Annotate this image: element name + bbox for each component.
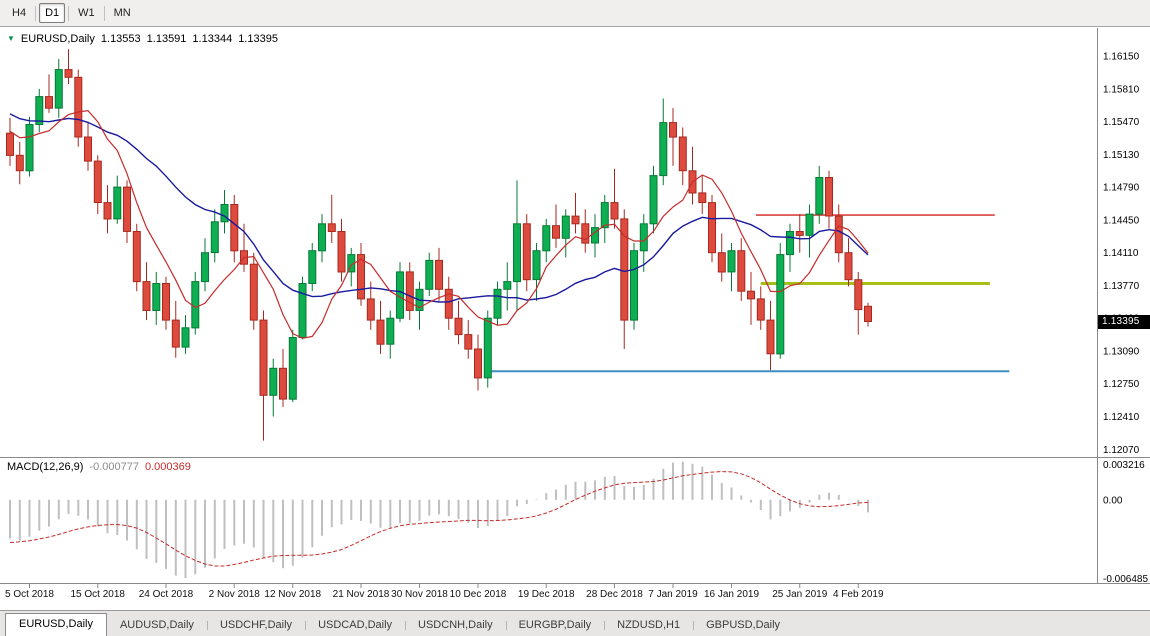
svg-text:5 Oct 2018: 5 Oct 2018 bbox=[5, 589, 54, 600]
svg-text:1.15470: 1.15470 bbox=[1103, 117, 1140, 128]
chart-marker-icon: ▼ bbox=[7, 34, 15, 43]
svg-text:0.003216: 0.003216 bbox=[1103, 460, 1145, 471]
ohlc-low: 1.13344 bbox=[192, 33, 233, 45]
macd-name: MACD(12,26,9) bbox=[7, 461, 84, 473]
svg-text:1.14790: 1.14790 bbox=[1103, 183, 1140, 194]
ohlc-high: 1.13591 bbox=[146, 33, 187, 45]
svg-text:1.14450: 1.14450 bbox=[1103, 215, 1140, 226]
current-price-badge: 1.13395 bbox=[1098, 315, 1150, 329]
chart-symbol-label: EURUSD,Daily bbox=[20, 33, 95, 45]
svg-text:21 Nov 2018: 21 Nov 2018 bbox=[333, 589, 390, 600]
pane-separators bbox=[0, 28, 1150, 584]
macd-axis-labels: 0.003216 0.00 -0.006485 bbox=[1103, 460, 1148, 585]
svg-text:1.12750: 1.12750 bbox=[1103, 379, 1140, 390]
svg-text:4 Feb 2019: 4 Feb 2019 bbox=[833, 589, 884, 600]
chart-tab-eurusd[interactable]: EURUSD,Daily bbox=[5, 613, 107, 636]
chart-tab-gbpusd[interactable]: GBPUSD,Daily bbox=[693, 615, 793, 636]
svg-text:25 Jan 2019: 25 Jan 2019 bbox=[772, 589, 827, 600]
ohlc-open: 1.13553 bbox=[100, 33, 141, 45]
chart-tab-usdchf[interactable]: USDCHF,Daily bbox=[206, 615, 305, 636]
chart-tab-eurgbp[interactable]: EURGBP,Daily bbox=[505, 615, 605, 636]
svg-text:-0.006485: -0.006485 bbox=[1103, 574, 1148, 585]
macd-main-value: -0.000777 bbox=[89, 461, 139, 473]
toolbar-separator bbox=[68, 5, 70, 21]
svg-text:1.13090: 1.13090 bbox=[1103, 347, 1140, 358]
svg-text:28 Dec 2018: 28 Dec 2018 bbox=[586, 589, 643, 600]
macd-signal-value: 0.000369 bbox=[144, 461, 191, 473]
chart-tab-audusd[interactable]: AUDUSD,Daily bbox=[119, 619, 194, 631]
chart-tab-usdcad[interactable]: USDCAD,Daily bbox=[305, 615, 405, 636]
svg-text:7 Jan 2019: 7 Jan 2019 bbox=[648, 589, 698, 600]
chart-tabs: EURUSD,Daily AUDUSD,Daily USDCHF,Daily USDC… bbox=[0, 610, 1150, 636]
ohlc-close: 1.13395 bbox=[238, 33, 278, 45]
chart-canvas[interactable]: 1.16150 1.15810 1.15470 1.15130 1.14790 1.144… bbox=[0, 28, 1150, 610]
svg-text:0.00: 0.00 bbox=[1103, 495, 1123, 506]
svg-text:30 Nov 2018: 30 Nov 2018 bbox=[391, 589, 448, 600]
svg-text:2 Nov 2018: 2 Nov 2018 bbox=[209, 589, 261, 600]
timeframe-button-w1[interactable]: W1 bbox=[78, 7, 95, 19]
svg-text:10 Dec 2018: 10 Dec 2018 bbox=[450, 589, 507, 600]
moving-averages bbox=[9, 109, 869, 339]
svg-text:1.16150: 1.16150 bbox=[1103, 52, 1140, 63]
timeframe-toolbar: H4 D1 W1 MN bbox=[0, 0, 1150, 27]
svg-text:16 Jan 2019: 16 Jan 2019 bbox=[704, 589, 759, 600]
svg-text:1.14110: 1.14110 bbox=[1103, 248, 1139, 259]
svg-text:1.12070: 1.12070 bbox=[1103, 445, 1140, 456]
macd-layer bbox=[9, 461, 869, 579]
chart-title: ▼ EURUSD,Daily 1.13553 1.13591 1.13344 1… bbox=[7, 33, 278, 45]
timeframe-button-d1[interactable]: D1 bbox=[39, 3, 66, 23]
price-axis-labels: 1.16150 1.15810 1.15470 1.15130 1.14790 1.144… bbox=[1103, 52, 1140, 456]
chart-tab-usdcnh[interactable]: USDCNH,Daily bbox=[405, 615, 506, 636]
svg-text:1.13770: 1.13770 bbox=[1103, 281, 1140, 292]
svg-text:1.12410: 1.12410 bbox=[1103, 412, 1140, 423]
candles-layer bbox=[6, 49, 872, 441]
svg-text:15 Oct 2018: 15 Oct 2018 bbox=[71, 589, 126, 600]
chart-tab-nzdusd[interactable]: NZDUSD,H1 bbox=[604, 615, 693, 636]
timeframe-button-mn[interactable]: MN bbox=[113, 7, 131, 19]
svg-text:1.15130: 1.15130 bbox=[1103, 150, 1140, 161]
svg-text:1.15810: 1.15810 bbox=[1103, 84, 1140, 95]
toolbar-separator bbox=[35, 5, 37, 21]
svg-text:12 Nov 2018: 12 Nov 2018 bbox=[264, 589, 321, 600]
macd-indicator-label: MACD(12,26,9) -0.000777 0.000369 bbox=[7, 461, 191, 473]
svg-text:24 Oct 2018: 24 Oct 2018 bbox=[139, 589, 194, 600]
toolbar-separator bbox=[103, 5, 105, 21]
time-axis: 5 Oct 2018 15 Oct 2018 24 Oct 2018 2 Nov 20… bbox=[5, 583, 884, 600]
chart-window: 1.16150 1.15810 1.15470 1.15130 1.14790 1.144… bbox=[0, 28, 1150, 610]
timeframe-button-h4[interactable]: H4 bbox=[12, 7, 27, 19]
svg-text:19 Dec 2018: 19 Dec 2018 bbox=[518, 589, 575, 600]
